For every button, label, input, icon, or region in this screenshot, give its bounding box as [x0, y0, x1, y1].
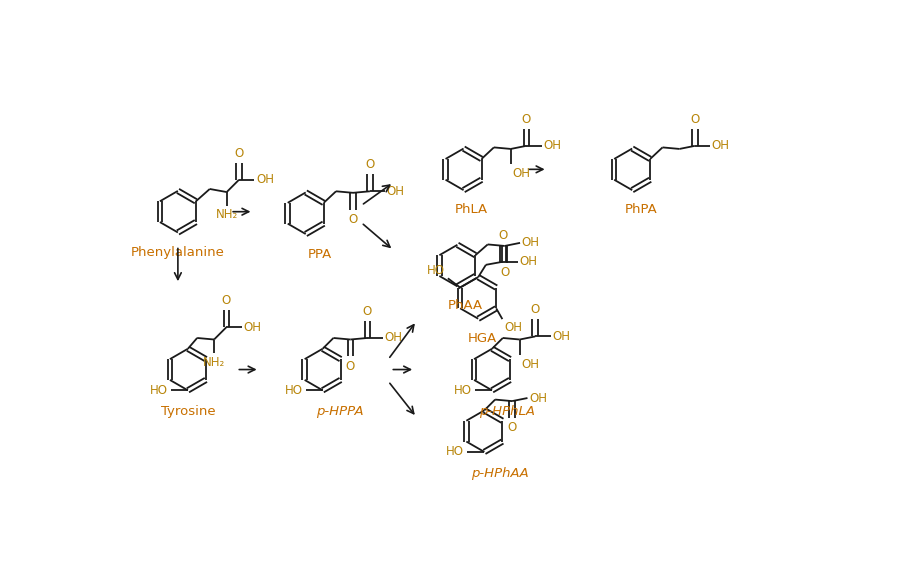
Text: OH: OH [512, 167, 530, 181]
Text: Phenylalanine: Phenylalanine [131, 246, 225, 259]
Text: OH: OH [387, 185, 405, 198]
Text: O: O [499, 228, 508, 242]
Text: O: O [500, 266, 509, 279]
Text: Tyrosine: Tyrosine [160, 405, 215, 418]
Text: OH: OH [521, 358, 539, 371]
Text: OH: OH [243, 321, 261, 334]
Text: HO: HO [427, 264, 445, 277]
Text: OH: OH [256, 173, 274, 186]
Text: PhLA: PhLA [454, 203, 488, 216]
Text: OH: OH [384, 331, 402, 344]
Text: O: O [508, 421, 517, 434]
Text: O: O [348, 213, 357, 226]
Text: O: O [363, 305, 372, 318]
Text: O: O [522, 113, 531, 126]
Text: OH: OH [522, 237, 540, 249]
Text: O: O [221, 294, 231, 307]
Text: HO: HO [454, 384, 472, 397]
Text: O: O [690, 113, 699, 126]
Text: OH: OH [504, 321, 522, 335]
Text: O: O [234, 147, 244, 160]
Text: p-HPhLA: p-HPhLA [480, 405, 536, 418]
Text: O: O [365, 158, 374, 171]
Text: O: O [530, 304, 540, 316]
Text: OH: OH [552, 330, 570, 343]
Text: p-HPhAA: p-HPhAA [471, 467, 528, 479]
Text: NH₂: NH₂ [216, 208, 238, 221]
Text: PPA: PPA [308, 248, 332, 261]
Text: HO: HO [284, 384, 302, 397]
Text: OH: OH [544, 140, 562, 152]
Text: OH: OH [712, 140, 730, 152]
Text: OH: OH [520, 255, 538, 268]
Text: HO: HO [446, 445, 464, 459]
Text: NH₂: NH₂ [203, 357, 225, 369]
Text: O: O [346, 359, 355, 373]
Text: HGA: HGA [468, 332, 498, 345]
Text: p-HPPA: p-HPPA [316, 405, 364, 418]
Text: HO: HO [150, 384, 168, 397]
Text: PhPA: PhPA [626, 203, 658, 216]
Text: PhAA: PhAA [447, 299, 482, 313]
Text: OH: OH [529, 392, 547, 404]
